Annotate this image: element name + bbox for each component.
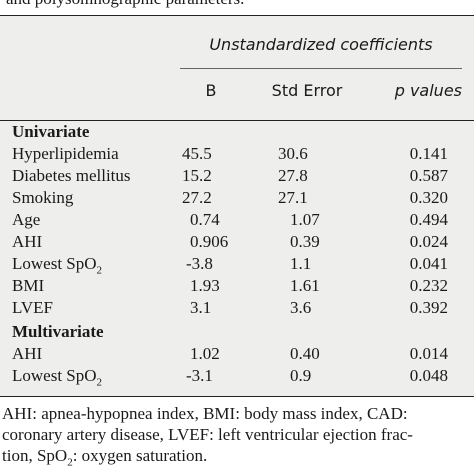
cell-b: -3.8 — [186, 254, 213, 273]
row-label: Lowest SpO2 — [12, 254, 102, 276]
row-label: BMI — [12, 276, 45, 295]
table-row: Smoking 27.2 27.1 0.320 — [0, 188, 474, 210]
cell-b: 3.1 — [190, 298, 212, 317]
cell-p: 0.041 — [409, 254, 448, 273]
footnote-line-3: tion, SpO2: oxygen saturation. — [2, 445, 472, 473]
cell-b: 15.2 — [182, 166, 212, 185]
cell-se: 1.07 — [290, 210, 320, 229]
section-title-multivariate: Multivariate — [12, 322, 104, 341]
footnote-subscript: 2 — [67, 456, 73, 469]
table-row: Diabetes mellitus 15.2 27.8 0.587 — [0, 166, 474, 188]
row-label: AHI — [12, 232, 43, 251]
table-row: AHI 1.02 0.40 0.014 — [0, 344, 474, 366]
column-header-p-values: p values — [372, 81, 462, 100]
row-label-text: Lowest SpO — [12, 366, 97, 385]
cell-p: 0.392 — [409, 298, 448, 317]
group-header: Unstandardized coefficients — [209, 35, 433, 54]
cell-b: -3.1 — [186, 366, 213, 385]
row-label-subscript: 2 — [96, 264, 103, 277]
row-label: Hyperlipidemia — [12, 144, 119, 163]
cell-p: 0.232 — [409, 276, 448, 295]
footnote-line-2: coronary artery disease, LVEF: left vent… — [2, 425, 413, 444]
cell-p: 0.048 — [409, 366, 448, 385]
group-header-rule — [180, 68, 462, 69]
table-row: Lowest SpO2 -3.1 0.9 0.048 — [0, 366, 474, 388]
cell-b: 0.906 — [190, 232, 229, 251]
table-caption: and polysomnographic parameters. — [6, 0, 244, 9]
table-row: Lowest SpO2 -3.8 1.1 0.041 — [0, 254, 474, 276]
cell-b: 27.2 — [182, 188, 212, 207]
row-label: Age — [12, 210, 41, 229]
p-italic: p values — [394, 81, 462, 100]
cell-se: 27.1 — [278, 188, 308, 207]
column-header-std-error: Std Error — [271, 81, 343, 100]
footnote-line-1: AHI: apnea-hypopnea index, BMI: body mas… — [2, 404, 408, 423]
cell-se: 1.61 — [290, 276, 320, 295]
table-row: BMI 1.93 1.61 0.232 — [0, 276, 474, 298]
cell-p: 0.014 — [409, 344, 448, 363]
cell-p: 0.320 — [409, 188, 448, 207]
row-label-text: Lowest SpO — [12, 254, 97, 273]
cell-b: 0.74 — [190, 210, 220, 229]
header-divider — [0, 120, 474, 121]
column-header-b: B — [205, 81, 217, 100]
footnote-line-3-b: : oxygen saturation. — [72, 446, 208, 465]
cell-se: 0.40 — [290, 344, 320, 363]
row-label: Lowest SpO2 — [12, 366, 102, 388]
row-label: Smoking — [12, 188, 74, 207]
cell-p: 0.024 — [409, 232, 448, 251]
row-label-subscript: 2 — [96, 376, 103, 389]
table-row: Hyperlipidemia 45.5 30.6 0.141 — [0, 144, 474, 166]
cell-se: 0.39 — [290, 232, 320, 251]
table-footnote: AHI: apnea-hypopnea index, BMI: body mas… — [2, 403, 472, 473]
table-row: LVEF 3.1 3.6 0.392 — [0, 298, 474, 320]
cell-b: 1.93 — [190, 276, 220, 295]
cell-b: 1.02 — [190, 344, 220, 363]
cell-se: 0.9 — [290, 366, 312, 385]
regression-table: Unstandardized coefficients B Std Error … — [0, 15, 474, 397]
table-row: Age 0.74 1.07 0.494 — [0, 210, 474, 232]
row-label: AHI — [12, 344, 43, 363]
footnote-line-3-a: tion, SpO — [2, 446, 68, 465]
cell-se: 3.6 — [290, 298, 312, 317]
table-row: AHI 0.906 0.39 0.024 — [0, 232, 474, 254]
row-label: Diabetes mellitus — [12, 166, 131, 185]
cell-se: 27.8 — [278, 166, 308, 185]
cell-p: 0.141 — [409, 144, 448, 163]
cell-se: 30.6 — [278, 144, 308, 163]
row-label: LVEF — [12, 298, 53, 317]
cell-p: 0.494 — [409, 210, 448, 229]
cell-b: 45.5 — [182, 144, 212, 163]
section-title-univariate: Univariate — [12, 122, 90, 141]
cell-se: 1.1 — [290, 254, 312, 273]
cell-p: 0.587 — [409, 166, 448, 185]
